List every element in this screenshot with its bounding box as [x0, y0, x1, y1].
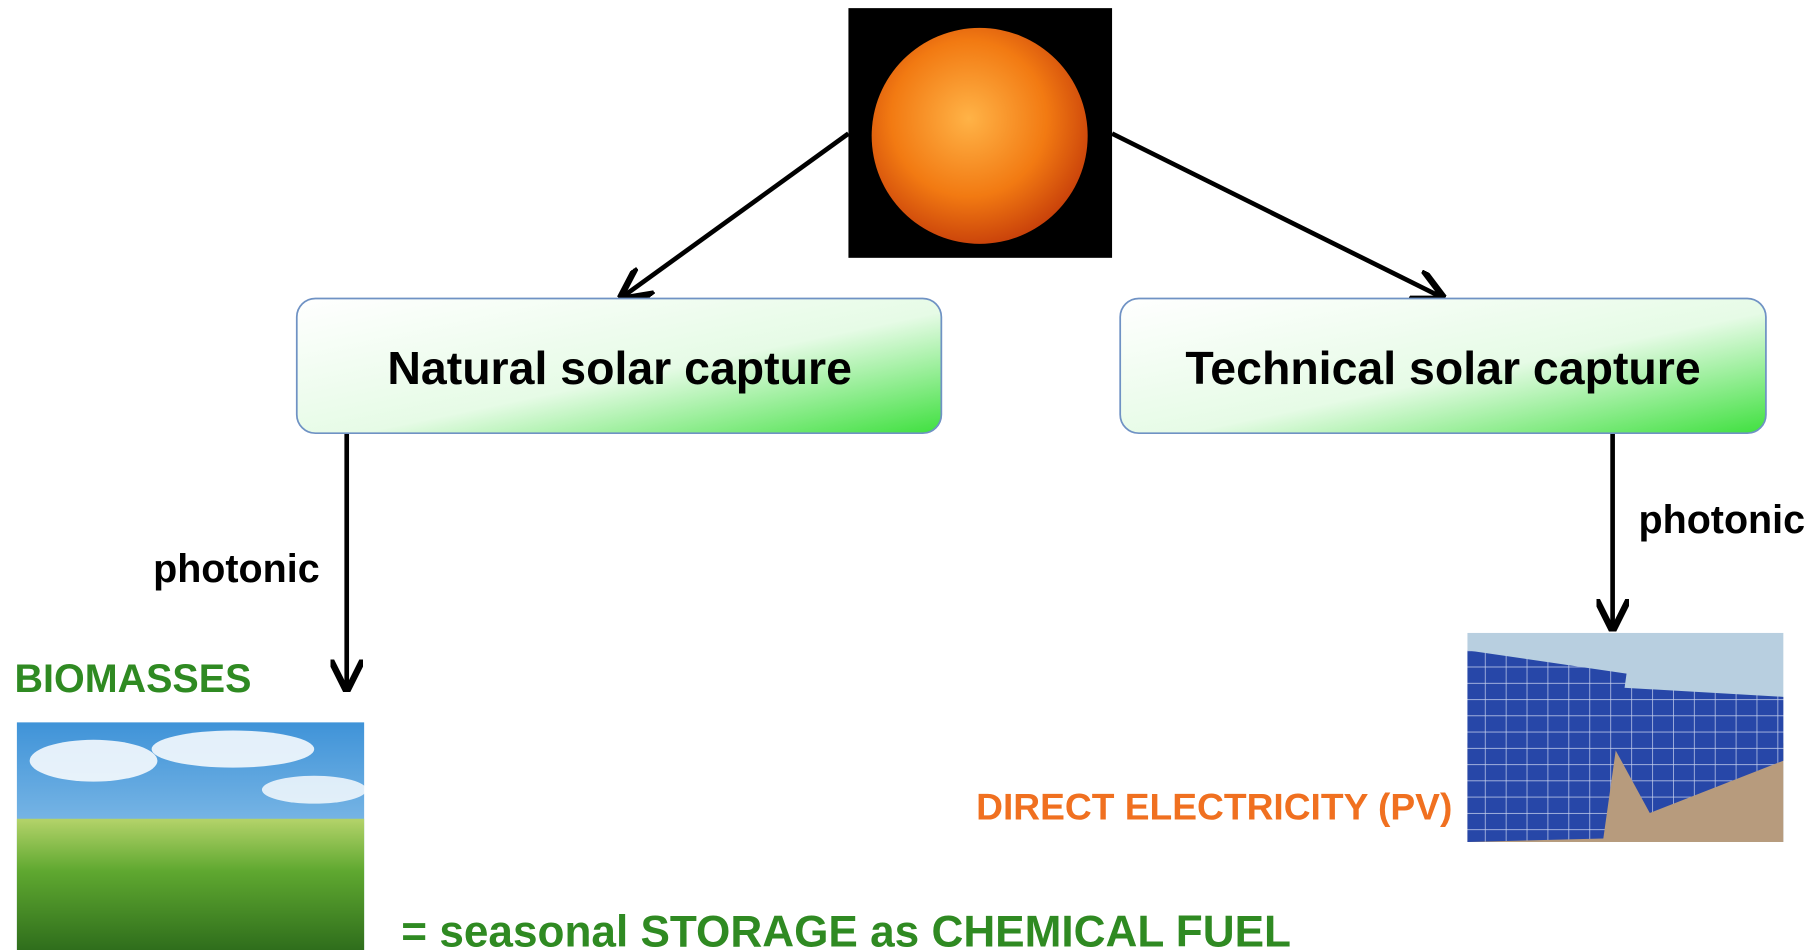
- edge-label: photonic: [153, 547, 320, 591]
- output-label: DIRECT ELECTRICITY (PV): [976, 785, 1452, 827]
- node-label: Natural solar capture: [387, 342, 852, 394]
- edge-label: photonic: [1638, 498, 1805, 542]
- sun-image: [848, 8, 1112, 258]
- note: = seasonal STORAGE as CHEMICAL FUEL: [401, 908, 1291, 950]
- pv-image: [1467, 633, 1783, 842]
- biomass-image: [17, 722, 367, 950]
- output-label: BIOMASSES: [15, 657, 252, 701]
- diagram: Natural solar capture Technical solar ca…: [0, 0, 1813, 950]
- node-label: Technical solar capture: [1185, 342, 1700, 394]
